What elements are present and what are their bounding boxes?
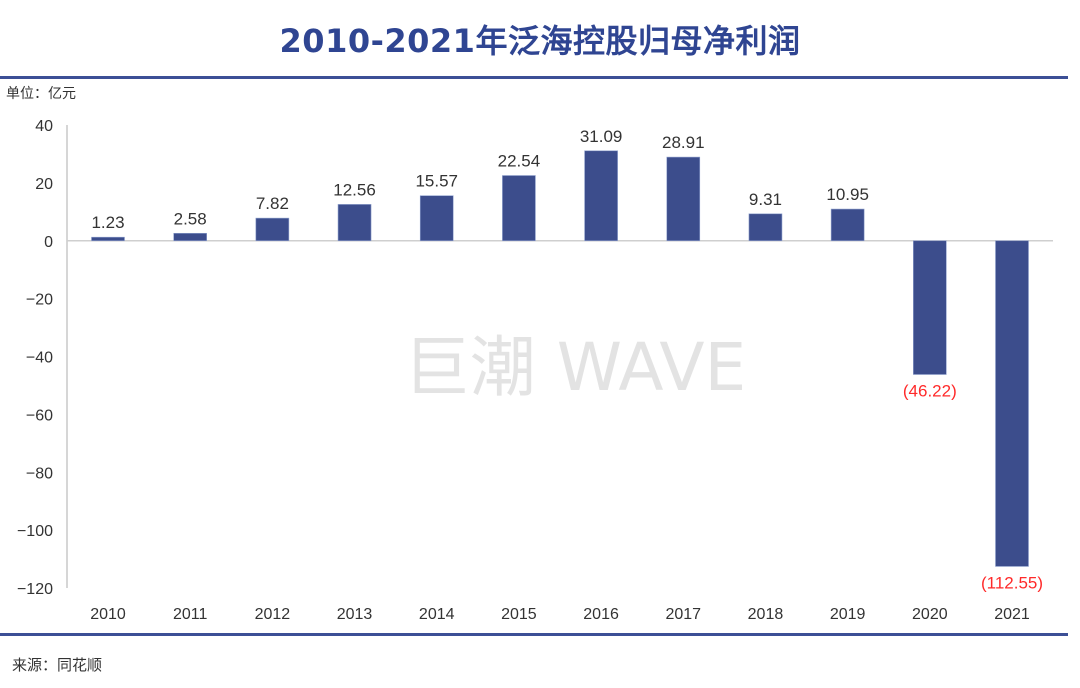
bar-2010 xyxy=(91,236,125,242)
x-tick-label: 2011 xyxy=(173,606,208,623)
data-label: 22.54 xyxy=(498,152,541,171)
bar-2016 xyxy=(584,150,618,242)
watermark: 巨潮 WAVE xyxy=(404,329,746,406)
data-label: (112.55) xyxy=(981,573,1043,592)
x-tick-label: 2020 xyxy=(912,606,948,623)
y-tick-label: −120 xyxy=(17,581,53,598)
x-tick-label: 2017 xyxy=(665,606,701,623)
data-label: 10.95 xyxy=(826,185,869,204)
y-tick-label: 40 xyxy=(35,118,53,135)
x-tick-label: 2012 xyxy=(255,606,291,623)
top-divider xyxy=(0,76,1068,79)
data-label: 9.31 xyxy=(749,190,782,209)
x-tick-label: 2015 xyxy=(501,606,537,623)
bottom-divider xyxy=(0,633,1068,636)
bar-2019 xyxy=(830,208,865,242)
data-label: 7.82 xyxy=(256,194,289,213)
y-tick-label: −40 xyxy=(26,350,53,367)
data-label: (46.22) xyxy=(903,381,957,400)
bar-2012 xyxy=(255,217,290,242)
bar-2020 xyxy=(913,240,947,375)
bar-2021 xyxy=(995,240,1029,567)
bar-2015 xyxy=(502,175,536,242)
source-label: 来源：同花顺 xyxy=(12,656,103,674)
data-label: 2.58 xyxy=(174,209,207,228)
bar-2011 xyxy=(173,232,207,242)
data-label: 28.91 xyxy=(662,133,705,152)
x-tick-label: 2014 xyxy=(419,606,455,623)
x-tick-label: 2021 xyxy=(994,606,1030,623)
y-tick-label: −20 xyxy=(26,292,53,309)
chart-title: 2010-2021年泛海控股归母净利润 xyxy=(279,22,801,60)
bar-2013 xyxy=(337,204,372,242)
data-label: 12.56 xyxy=(333,180,376,199)
y-tick-label: −80 xyxy=(26,465,53,482)
x-tick-label: 2016 xyxy=(583,606,619,623)
y-tick-label: 0 xyxy=(44,234,53,251)
x-tick-label: 2018 xyxy=(748,606,784,623)
data-label: 31.09 xyxy=(580,127,623,146)
data-label: 15.57 xyxy=(415,172,458,191)
bar-2018 xyxy=(748,213,783,242)
bar-2014 xyxy=(419,195,454,242)
x-tick-label: 2019 xyxy=(830,606,866,623)
x-tick-label: 2013 xyxy=(337,606,373,623)
bar-2017 xyxy=(666,156,701,242)
data-label: 1.23 xyxy=(91,213,124,232)
y-tick-label: 20 xyxy=(35,176,53,193)
x-tick-label: 2010 xyxy=(90,606,126,623)
y-tick-label: −100 xyxy=(17,523,53,540)
unit-label: 单位：亿元 xyxy=(6,86,76,102)
y-tick-label: −60 xyxy=(26,407,53,424)
